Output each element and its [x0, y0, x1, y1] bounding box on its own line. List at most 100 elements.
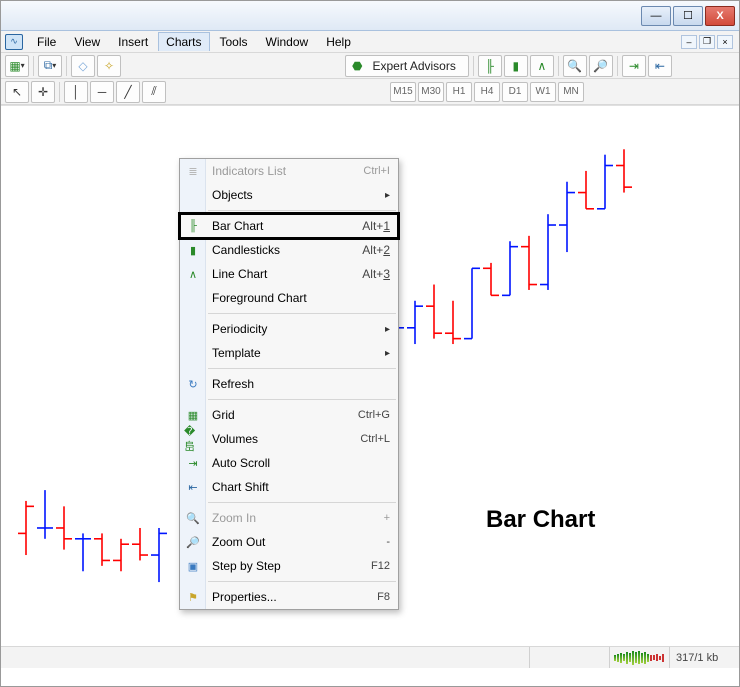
refresh-icon: ↻ — [184, 375, 202, 393]
timeframe-w1[interactable]: W1 — [530, 82, 556, 102]
candle-icon: ▮ — [184, 241, 202, 259]
toolbar-zoomin-button[interactable]: 🔍 — [563, 55, 587, 77]
menu-bar: ∿ File View Insert Charts Tools Window H… — [1, 31, 739, 53]
timeframe-m15[interactable]: M15 — [390, 82, 416, 102]
channel-icon: ⫽ — [151, 84, 156, 99]
toolbar-line-button[interactable]: ∧ — [530, 55, 554, 77]
cursor-icon: ↖ — [12, 85, 22, 99]
linechart-icon: ∧ — [537, 59, 546, 73]
menu-grid[interactable]: ▦ Grid Ctrl+G — [180, 403, 398, 427]
menu-chart-shift[interactable]: ⇤ Chart Shift — [180, 475, 398, 499]
zoomout-icon: 🔎 — [184, 533, 202, 551]
shift-icon: ⇤ — [184, 478, 202, 496]
toolbar-1: ▦▾ ⧉▾ ◇ ✧ ⬣ Expert Advisors ╟ ▮ ∧ 🔍 🔎 ⇥ … — [1, 53, 739, 79]
toolbar-2: ↖ ✛ │ ─ ╱ ⫽ M15 M30 H1 H4 D1 W1 MN — [1, 79, 739, 105]
submenu-arrow-icon: ▸ — [385, 190, 390, 201]
timeframe-m30[interactable]: M30 — [418, 82, 444, 102]
expert-icon: ⬣ — [352, 59, 362, 73]
app-window: — ☐ X ∿ File View Insert Charts Tools Wi… — [0, 0, 740, 687]
title-bar: — ☐ X — [1, 1, 739, 31]
menu-tools[interactable]: Tools — [212, 32, 256, 52]
timeframe-h1[interactable]: H1 — [446, 82, 472, 102]
hline-icon: ─ — [98, 85, 107, 99]
toolbar-profiles-button[interactable]: ⧉▾ — [38, 55, 62, 77]
tool-cursor-button[interactable]: ↖ — [5, 81, 29, 103]
barchart-icon: ╟ — [486, 59, 495, 73]
window-maximize-button[interactable]: ☐ — [673, 6, 703, 26]
charts-dropdown: ≣ Indicators List Ctrl+I Objects ▸ ╟ Bar… — [179, 158, 399, 610]
toolbar-nav-button[interactable]: ✧ — [97, 55, 121, 77]
chart-area[interactable]: Bar Chart ≣ Indicators List Ctrl+I Objec… — [1, 105, 739, 646]
autoscroll-icon: ⇥ — [184, 454, 202, 472]
status-bar: 317/1 kb — [1, 646, 739, 668]
autoscroll-icon: ⇥ — [629, 59, 639, 73]
plus-icon: ▦ — [9, 59, 20, 73]
grid-icon: ▦ — [184, 406, 202, 424]
menu-objects[interactable]: Objects ▸ — [180, 183, 398, 207]
mdi-minimize-button[interactable]: – — [681, 35, 697, 49]
menu-charts[interactable]: Charts — [158, 32, 209, 51]
status-kb: 317/1 kb — [669, 647, 739, 668]
submenu-arrow-icon: ▸ — [385, 324, 390, 335]
tool-channel-button[interactable]: ⫽ — [142, 81, 166, 103]
profiles-icon: ⧉ — [44, 58, 53, 73]
vline-icon: │ — [72, 85, 80, 99]
toolbar-autoscroll-button[interactable]: ⇥ — [622, 55, 646, 77]
menu-line-chart[interactable]: ∧ Line Chart Alt+3 — [180, 262, 398, 286]
timeframe-mn[interactable]: MN — [558, 82, 584, 102]
menu-file[interactable]: File — [29, 32, 64, 52]
window-minimize-button[interactable]: — — [641, 6, 671, 26]
menu-help[interactable]: Help — [318, 32, 359, 52]
crosshair-icon: ✛ — [38, 85, 48, 99]
submenu-arrow-icon: ▸ — [385, 348, 390, 359]
tool-crosshair-button[interactable]: ✛ — [31, 81, 55, 103]
toolbar-zoomout-button[interactable]: 🔎 — [589, 55, 613, 77]
menu-properties[interactable]: ⚑ Properties... F8 — [180, 585, 398, 609]
toolbar-candle-button[interactable]: ▮ — [504, 55, 528, 77]
window-close-button[interactable]: X — [705, 6, 735, 26]
shift-icon: ⇤ — [655, 59, 665, 73]
toolbar-expert-label: Expert Advisors — [366, 59, 461, 73]
menu-window[interactable]: Window — [258, 32, 317, 52]
mdi-restore-button[interactable]: ❐ — [699, 35, 715, 49]
menu-refresh[interactable]: ↻ Refresh — [180, 372, 398, 396]
timeframe-d1[interactable]: D1 — [502, 82, 528, 102]
market-icon: ◇ — [78, 59, 87, 73]
toolbar-barchart-button[interactable]: ╟ — [478, 55, 502, 77]
menu-indicators-list[interactable]: ≣ Indicators List Ctrl+I — [180, 159, 398, 183]
step-icon: ▣ — [184, 557, 202, 575]
menu-template[interactable]: Template ▸ — [180, 341, 398, 365]
candle-icon: ▮ — [513, 59, 520, 73]
properties-icon: ⚑ — [184, 588, 202, 606]
app-icon: ∿ — [5, 34, 23, 50]
timeframe-h4[interactable]: H4 — [474, 82, 500, 102]
menu-step-by-step[interactable]: ▣ Step by Step F12 — [180, 554, 398, 578]
mdi-close-button[interactable]: × — [717, 35, 733, 49]
zoomout-icon: 🔎 — [593, 59, 608, 73]
menu-zoom-out[interactable]: 🔎 Zoom Out - — [180, 530, 398, 554]
status-connection-graph — [609, 647, 669, 668]
menu-foreground-chart[interactable]: Foreground Chart — [180, 286, 398, 310]
menu-bar-chart[interactable]: ╟ Bar Chart Alt+1 — [180, 214, 398, 238]
tool-vline-button[interactable]: │ — [64, 81, 88, 103]
volumes-icon: �峊 — [184, 430, 202, 448]
nav-icon: ✧ — [104, 59, 114, 73]
menu-zoom-in[interactable]: 🔍 Zoom In + — [180, 506, 398, 530]
toolbar-market-button[interactable]: ◇ — [71, 55, 95, 77]
barchart-icon: ╟ — [184, 217, 202, 235]
menu-view[interactable]: View — [66, 32, 108, 52]
menu-candlesticks[interactable]: ▮ Candlesticks Alt+2 — [180, 238, 398, 262]
menu-insert[interactable]: Insert — [110, 32, 156, 52]
menu-volumes[interactable]: �峊 Volumes Ctrl+L — [180, 427, 398, 451]
tool-hline-button[interactable]: ─ — [90, 81, 114, 103]
tool-trend-button[interactable]: ╱ — [116, 81, 140, 103]
toolbar-new-button[interactable]: ▦▾ — [5, 55, 29, 77]
toolbar-expert-button[interactable]: ⬣ Expert Advisors — [345, 55, 469, 77]
zoomin-icon: 🔍 — [184, 509, 202, 527]
menu-autoscroll[interactable]: ⇥ Auto Scroll — [180, 451, 398, 475]
toolbar-shift-button[interactable]: ⇤ — [648, 55, 672, 77]
chart-annotation: Bar Chart — [486, 506, 595, 534]
indicators-icon: ≣ — [184, 162, 202, 180]
linechart-icon: ∧ — [184, 265, 202, 283]
menu-periodicity[interactable]: Periodicity ▸ — [180, 317, 398, 341]
